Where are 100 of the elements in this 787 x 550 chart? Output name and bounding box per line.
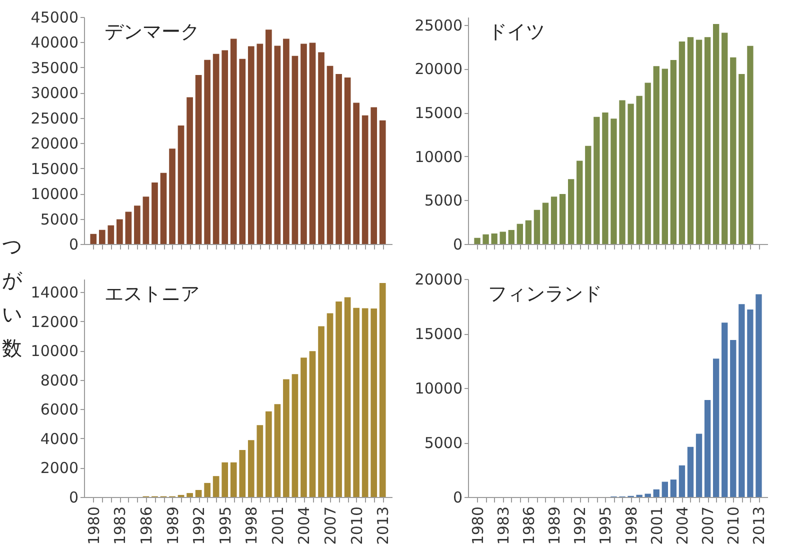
- bar: [266, 411, 272, 497]
- bar: [576, 160, 583, 244]
- bar: [222, 50, 228, 244]
- bar: [230, 462, 237, 497]
- x-tick-label: 2001: [648, 506, 666, 545]
- bar: [696, 40, 702, 244]
- bar: [204, 60, 210, 244]
- bar: [653, 66, 660, 244]
- bar: [108, 225, 114, 244]
- bar: [256, 425, 264, 497]
- y-tick-label: 2000: [40, 459, 78, 478]
- bar: [687, 446, 694, 497]
- bar: [344, 297, 351, 497]
- x-tick-label: 2013: [374, 506, 392, 545]
- x-tick-label: 2004: [673, 506, 692, 545]
- bar: [125, 212, 132, 244]
- x-tick-label: 1983: [494, 506, 512, 545]
- bar: [568, 179, 574, 244]
- bar: [283, 379, 290, 497]
- bar: [379, 120, 386, 244]
- y-tick-label: 10000: [414, 148, 462, 166]
- x-tick-label: 2010: [724, 506, 743, 545]
- x-tick-label: 1986: [520, 506, 538, 545]
- y-tick-label: 8000: [40, 371, 78, 390]
- bar: [134, 206, 140, 244]
- bar: [636, 96, 642, 244]
- bar: [344, 78, 351, 244]
- bar: [274, 404, 281, 497]
- bar: [336, 302, 342, 497]
- bar: [644, 494, 651, 497]
- y-tick-label: 0: [68, 236, 78, 254]
- y-tick-label: 4000: [40, 430, 78, 448]
- bar: [169, 148, 176, 244]
- bar: [644, 82, 651, 244]
- y-tick-label: 10000: [30, 342, 78, 360]
- bar: [353, 308, 360, 497]
- bar: [619, 100, 626, 244]
- y-tick-label: 25000: [30, 109, 78, 128]
- bar: [152, 182, 158, 244]
- x-tick-label: 1980: [468, 506, 487, 545]
- y-tick-label: 5000: [424, 434, 462, 452]
- bar: [178, 125, 184, 244]
- bar: [508, 230, 514, 244]
- y-tick-label: 20000: [30, 134, 78, 153]
- y-tick-label: 45000: [30, 8, 78, 26]
- bar: [98, 230, 106, 244]
- y-tick-label: 14000: [30, 284, 78, 302]
- bar: [283, 38, 290, 244]
- bar: [379, 282, 386, 497]
- y-tick-label: 20000: [414, 270, 462, 288]
- x-tick-label: 2004: [295, 506, 314, 545]
- y-tick-label: 15000: [414, 104, 462, 122]
- y-tick-label: 15000: [414, 325, 462, 343]
- bar: [662, 482, 668, 497]
- bar: [336, 74, 342, 244]
- bar: [318, 52, 324, 244]
- bar: [534, 210, 540, 244]
- bar: [516, 224, 523, 244]
- chart-title: エストニア: [104, 283, 200, 305]
- bar: [239, 58, 246, 244]
- bar: [525, 220, 532, 244]
- bar: [696, 434, 702, 497]
- bar: [474, 238, 480, 244]
- bar: [756, 294, 762, 497]
- bar: [670, 60, 677, 244]
- bar: [482, 234, 489, 244]
- bar: [212, 54, 220, 244]
- bar: [738, 74, 745, 244]
- bar: [266, 30, 272, 244]
- bar: [230, 38, 237, 244]
- bar: [362, 115, 368, 244]
- bar: [628, 104, 634, 244]
- x-tick-label: 1995: [596, 506, 615, 545]
- y-tick-label: 5000: [40, 210, 78, 228]
- y-tick-label: 0: [452, 488, 462, 506]
- x-tick-label: 1986: [137, 506, 156, 545]
- bar: [747, 310, 754, 497]
- bar: [326, 66, 334, 244]
- bar: [713, 358, 720, 497]
- bar: [370, 107, 378, 244]
- y-tick-label: 12000: [30, 312, 78, 331]
- bar: [309, 351, 316, 497]
- bar: [292, 56, 298, 244]
- y-axis-title: つがい数: [2, 234, 23, 360]
- bar: [730, 57, 736, 244]
- bar: [204, 482, 210, 497]
- bar: [730, 340, 736, 497]
- x-tick-label: 1998: [622, 506, 640, 545]
- bar: [610, 118, 617, 244]
- x-tick-label: 1989: [164, 506, 182, 545]
- x-tick-label: 1992: [571, 506, 590, 545]
- bar: [353, 102, 360, 244]
- x-tick-label: 1995: [216, 506, 234, 545]
- y-tick-label: 10000: [414, 380, 462, 398]
- x-tick-label: 2007: [322, 506, 340, 545]
- bar: [222, 462, 228, 497]
- y-tick-label: 25000: [414, 16, 462, 34]
- bar: [300, 44, 307, 244]
- x-tick-label: 1992: [190, 506, 208, 545]
- bar: [309, 42, 316, 244]
